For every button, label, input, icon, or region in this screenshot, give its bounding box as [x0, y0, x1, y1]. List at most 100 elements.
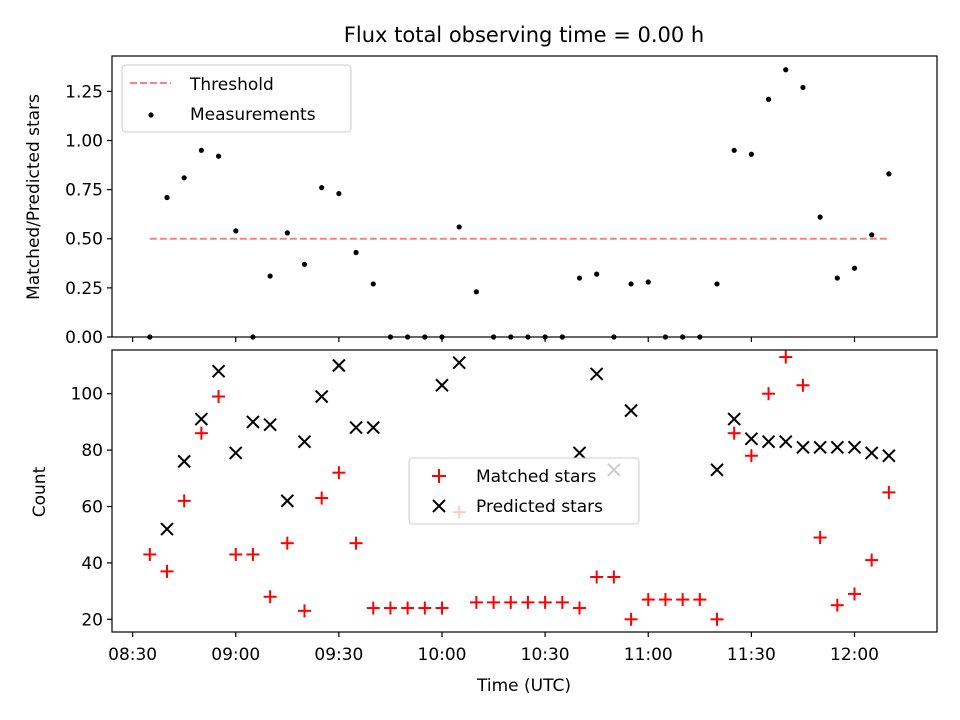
ratio-y-tick-label: 0.00 [65, 328, 103, 348]
matched-stars-point [435, 601, 449, 615]
matched-stars-point [727, 426, 741, 440]
predicted-stars-point [366, 420, 380, 435]
predicted-stars-point [160, 522, 174, 536]
measurement-point [834, 275, 840, 281]
predicted-stars-point [744, 432, 759, 446]
measurement-point [284, 230, 290, 236]
matched-stars-point [555, 595, 569, 609]
ratio-legend-box [121, 64, 352, 133]
measurement-point [594, 271, 600, 277]
measurement-point [645, 279, 651, 285]
predicted-stars-point [572, 446, 587, 460]
matched-stars-point [487, 595, 501, 609]
measurement-point [233, 228, 239, 234]
measurement-point [765, 96, 772, 102]
matched-stars-point [504, 595, 518, 609]
measurement-point [576, 275, 583, 281]
measurement-point [817, 214, 823, 220]
predicted-stars-point [229, 446, 243, 460]
measurement-point [164, 194, 170, 201]
matched-stars-point [469, 595, 483, 609]
matched-stars-point [418, 601, 432, 615]
threshold-legend-label: Threshold [189, 75, 274, 95]
ratio-y-axis-label: Matched/Predicted stars [24, 94, 44, 300]
predicted-stars-point [813, 440, 827, 454]
x-axis-label: Time (UTC) [476, 676, 571, 696]
counts-axes-frame [111, 349, 938, 633]
matched-stars-point [624, 612, 638, 626]
predicted-stars-point [882, 449, 896, 463]
measurements-legend-label: Measurements [190, 105, 316, 125]
matched-stars-point [744, 449, 758, 463]
measurement-point [456, 224, 462, 230]
matched-legend-marker [432, 469, 446, 483]
measurement-point [215, 153, 222, 159]
matched-stars-point [538, 595, 552, 609]
x-tick-label: 10:00 [418, 645, 467, 665]
matched-stars-point [246, 547, 260, 561]
counts-y-tick-label: 100 [71, 385, 103, 405]
matched-stars-point [383, 601, 397, 615]
predicted-stars-point [624, 403, 638, 418]
x-tick-label: 08:30 [108, 645, 157, 665]
predicted-stars-point [847, 440, 862, 454]
matched-stars-point [315, 491, 329, 505]
counts-y-tick-label: 60 [81, 498, 103, 518]
predicted-stars-point [452, 355, 466, 370]
counts-y-axis-label: Count [30, 466, 50, 517]
ratio-y-tick-label: 0.25 [65, 279, 103, 299]
matched-legend-label: Matched stars [476, 467, 596, 487]
ratio-y-tick-label: 0.75 [65, 181, 103, 201]
matched-stars-point [796, 378, 810, 392]
matched-stars-point [882, 485, 896, 499]
predicted-stars-point [314, 389, 329, 404]
matched-stars-point [848, 587, 861, 601]
x-tick-label: 09:00 [211, 645, 260, 665]
x-tick-label: 10:30 [521, 645, 570, 665]
counts-legend: Matched stars Predicted stars [408, 457, 640, 525]
ratio-y-tick-label: 0.50 [65, 230, 103, 250]
matched-stars-point [349, 536, 363, 550]
measurement-point [748, 151, 754, 157]
measurement-point [851, 265, 858, 271]
ratio-y-tick-label: 1.00 [65, 131, 103, 151]
predicted-legend-marker [432, 499, 446, 513]
predicted-stars-point [349, 420, 363, 435]
ratio-y-axis: 0.00 0.25 0.50 0.75 1.00 1.25 [65, 82, 112, 348]
predicted-stars-point [435, 378, 449, 392]
measurement-point [181, 175, 187, 181]
measurement-point [370, 281, 376, 287]
x-tick-label: 11:00 [624, 645, 673, 665]
matched-stars-point [298, 604, 311, 618]
chart-title: Flux total observing time = 0.00 h [344, 23, 704, 47]
matched-stars-point [212, 390, 226, 404]
matched-stars-point [332, 466, 346, 480]
predicted-stars-point [727, 412, 741, 426]
matched-stars-point [830, 598, 844, 612]
ratio-x-ticks [132, 337, 856, 342]
predicted-stars-point [830, 440, 845, 454]
matched-stars-point [779, 350, 793, 364]
x-tick-label: 12:00 [830, 645, 879, 665]
predicted-stars-point [761, 434, 776, 449]
measurement-point [336, 190, 342, 197]
matched-stars-point [710, 612, 724, 626]
matched-stars-point [194, 426, 208, 440]
matched-stars-point [658, 593, 672, 607]
matched-stars-point [280, 536, 294, 550]
predicted-stars-point [246, 415, 260, 429]
measurement-point [198, 147, 204, 153]
measurement-point [714, 281, 720, 287]
matched-stars-point [573, 601, 586, 615]
predicted-stars-point [280, 494, 295, 508]
predicted-stars-point [779, 434, 793, 449]
predicted-legend-label: Predicted stars [476, 497, 603, 517]
x-tick-label: 11:30 [727, 645, 776, 665]
measurement-point [353, 249, 359, 256]
counts-y-tick-label: 20 [81, 610, 103, 630]
ratio-legend: Threshold Measurements [121, 64, 352, 133]
matched-stars-point [676, 593, 690, 607]
ratio-panel: Flux total observing time = 0.00 h 0.00 0… [24, 23, 938, 348]
x-tick-label: 09:30 [314, 645, 363, 665]
